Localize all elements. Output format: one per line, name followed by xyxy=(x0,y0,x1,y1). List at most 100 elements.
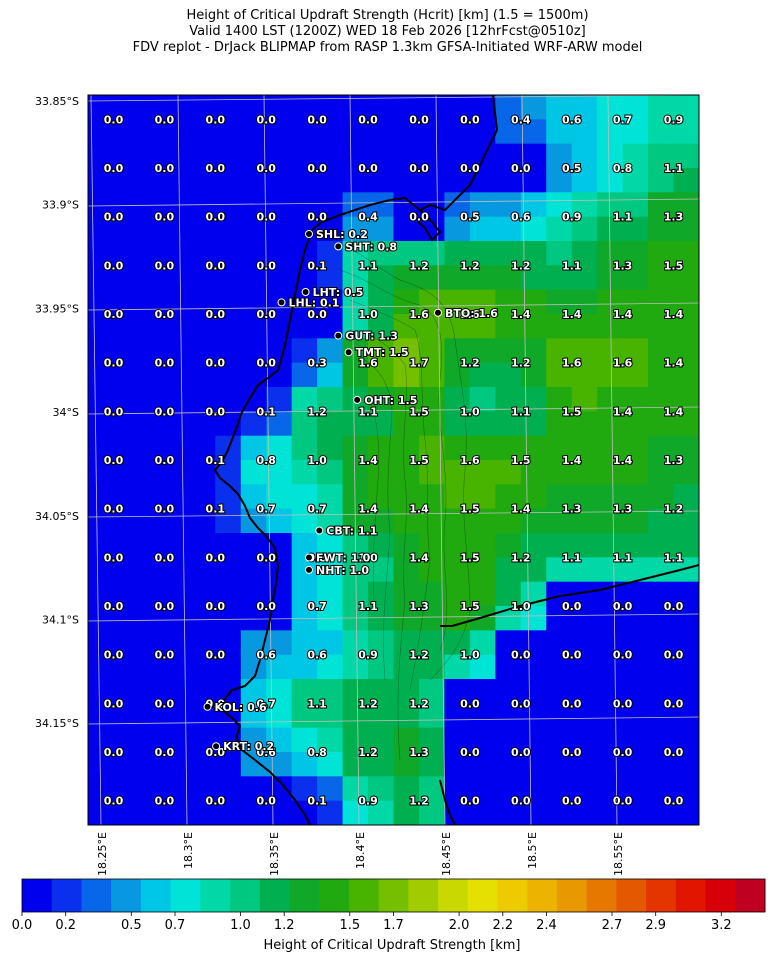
station-marker xyxy=(305,553,313,562)
heatmap-cell xyxy=(495,411,522,437)
heatmap-cell xyxy=(393,703,420,729)
heatmap-cell xyxy=(113,557,140,583)
cell-value-label: 0.0 xyxy=(104,259,124,272)
heatmap-cell xyxy=(520,460,547,485)
longitude-tick-label: 18.3°E xyxy=(182,832,195,869)
heatmap-cell xyxy=(622,314,649,339)
heatmap-cell xyxy=(520,241,547,266)
heatmap-cell xyxy=(571,168,598,193)
plot-frame xyxy=(87,94,700,826)
heatmap-cell xyxy=(393,776,420,802)
heatmap-cell xyxy=(622,289,649,315)
heatmap-cell xyxy=(215,557,242,583)
heatmap-cell xyxy=(546,654,573,680)
cell-value-label: 0.0 xyxy=(511,795,531,808)
station-label: SHL: 0.2 xyxy=(316,228,368,241)
heatmap-cell xyxy=(393,752,420,777)
heatmap-cell xyxy=(622,411,649,437)
heatmap-cell xyxy=(520,606,547,631)
heatmap-cell xyxy=(240,168,267,193)
cell-value-label: 1.0 xyxy=(358,308,378,321)
cell-value-label: 0.0 xyxy=(104,746,124,759)
heatmap-cell xyxy=(138,533,165,558)
heatmap-cell xyxy=(444,314,471,339)
cell-value-label: 1.1 xyxy=(358,405,378,418)
heatmap-cell xyxy=(189,411,216,437)
heatmap-cell xyxy=(317,387,344,412)
heatmap-cell xyxy=(418,654,446,680)
heatmap-cell xyxy=(469,216,496,242)
heatmap-cell xyxy=(520,387,547,412)
cell-value-label: 0.0 xyxy=(613,649,633,662)
heatmap-cell xyxy=(240,703,267,729)
heatmap-cell xyxy=(444,411,471,437)
heatmap-cell xyxy=(291,752,318,777)
heatmap-cell xyxy=(495,265,522,291)
colorbar-swatch xyxy=(111,879,142,912)
heatmap-cell xyxy=(240,654,267,680)
cell-value-label: 1.6 xyxy=(562,357,582,370)
cell-value-label: 0.0 xyxy=(155,211,175,224)
heatmap-cell xyxy=(189,460,216,485)
heatmap-cell xyxy=(189,119,216,145)
heatmap-cell xyxy=(266,241,293,266)
station-label: LHT: 0.5 xyxy=(313,286,364,299)
heatmap-cell xyxy=(469,241,496,266)
heatmap-cell xyxy=(673,679,699,704)
heatmap-cell xyxy=(88,533,115,558)
heatmap-cell xyxy=(673,119,699,145)
heatmap-cell xyxy=(189,654,216,680)
heatmap-cell xyxy=(164,679,191,704)
heatmap-cell xyxy=(444,508,471,534)
heatmap-cell xyxy=(342,581,369,607)
heatmap-cell xyxy=(418,143,446,169)
heatmap-cell xyxy=(113,508,140,534)
heatmap-cell xyxy=(266,800,293,825)
cell-value-label: 0.4 xyxy=(511,113,531,126)
heatmap-cell xyxy=(495,557,522,583)
heatmap-cell xyxy=(597,606,624,631)
cell-value-label: 0.1 xyxy=(206,503,226,516)
cell-value-label: 1.1 xyxy=(358,259,378,272)
heatmap-cell xyxy=(571,192,598,218)
heatmap-cell xyxy=(520,654,547,680)
heatmap-cell xyxy=(266,508,293,534)
heatmap-cell xyxy=(215,338,242,364)
heatmap-cell xyxy=(393,533,420,558)
heatmap-cell xyxy=(546,168,573,193)
cell-value-label: 1.0 xyxy=(511,600,531,613)
heatmap-cell xyxy=(444,727,471,753)
heatmap-cell xyxy=(215,776,242,802)
heatmap-cell xyxy=(368,581,395,607)
cell-value-label: 0.0 xyxy=(206,405,226,418)
chart-subtitle-model: FDV replot - DrJack BLIPMAP from RASP 1.… xyxy=(132,40,643,55)
cell-value-label: 0.1 xyxy=(307,259,327,272)
cell-value-label: 0.0 xyxy=(409,211,429,224)
heatmap-cell xyxy=(240,216,267,242)
heatmap-cell xyxy=(597,703,624,729)
station-label: KOL: 0.6 xyxy=(215,701,267,714)
heatmap-cell xyxy=(342,216,369,242)
heatmap-cell xyxy=(393,800,420,825)
heatmap-cell xyxy=(291,679,318,704)
cell-value-label: 0.5 xyxy=(562,162,582,175)
heatmap-cell xyxy=(444,265,471,291)
heatmap-cell xyxy=(138,362,165,388)
heatmap-cell xyxy=(444,338,471,364)
heatmap-cell xyxy=(88,411,115,437)
heatmap-cell xyxy=(673,265,699,291)
heatmap-cell xyxy=(597,533,624,558)
heatmap-cell xyxy=(138,168,165,193)
station-label: SHT: 0.8 xyxy=(345,240,397,253)
cell-value-label: 0.7 xyxy=(256,503,276,516)
station-marker xyxy=(434,308,442,317)
heatmap-cell xyxy=(164,484,191,510)
heatmap-cell xyxy=(291,654,318,680)
heatmap-cell xyxy=(571,679,598,704)
cell-value-label: 1.3 xyxy=(562,503,582,516)
heatmap-cell xyxy=(317,630,344,656)
terrain-contours xyxy=(329,239,471,761)
heatmap-cell xyxy=(546,411,573,437)
cell-value-label: 1.4 xyxy=(613,405,633,418)
heatmap-cell xyxy=(597,435,624,461)
